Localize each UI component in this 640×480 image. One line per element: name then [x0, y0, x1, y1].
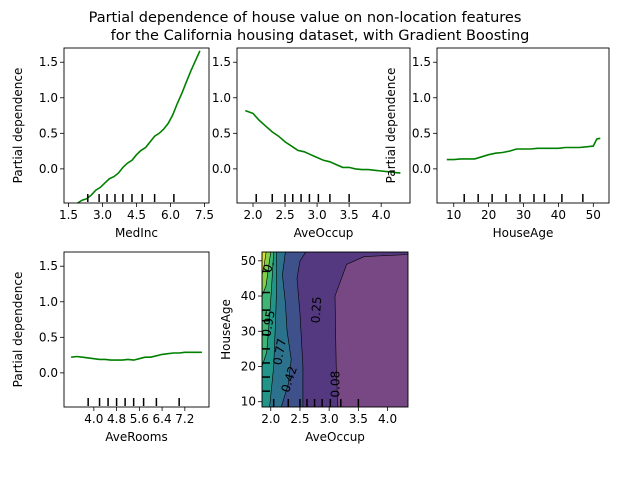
x-tick-label: 6.4	[153, 412, 172, 426]
x-tick-label: 4.5	[127, 208, 146, 222]
y-tick-label: 0.0	[212, 162, 231, 176]
x-axis-label: AveOccup	[294, 226, 354, 240]
y-tick-label: 20	[241, 359, 256, 373]
y-tick-label: 0.0	[39, 162, 58, 176]
axes-frame	[63, 47, 210, 204]
y-tick-label: 0.0	[39, 366, 58, 380]
x-tick-label: 4.8	[107, 412, 126, 426]
x-tick-label: 3.0	[320, 412, 339, 426]
y-tick-label: 1.0	[212, 91, 231, 105]
y-tick-label: 10	[241, 395, 256, 409]
y-tick-label: 1.5	[412, 55, 431, 69]
contour-fill-group	[262, 252, 408, 407]
x-tick-label: 7.5	[195, 208, 214, 222]
x-tick-label: 40	[551, 208, 566, 222]
y-tick-label: 0.5	[412, 126, 431, 140]
medinc-pd-plot: 1.5 3.0 4.5 6.0 7.5 0.0 0.5 1.0 1.5 MedInc Partial…	[11, 47, 214, 240]
x-tick-label: 50	[586, 208, 601, 222]
figure-title-line1: Partial dependence of house value on non…	[89, 10, 522, 26]
axes-frame	[63, 251, 210, 408]
x-tick-label: 3.5	[349, 412, 368, 426]
y-tick-label: 1.5	[39, 259, 58, 273]
y-axis-label: Partial dependence	[11, 68, 25, 184]
y-tick-label: 1.0	[39, 91, 58, 105]
y-tick-label: 0.0	[412, 162, 431, 176]
x-tick-label: 4.0	[372, 208, 391, 222]
axes-frame	[261, 251, 409, 408]
aveoccup-houseage-contour-plot: 0.950.770.420.250.080.2.0 2.5 3.0 3.5 4.0102…	[219, 251, 409, 444]
x-tick-label: 3.0	[308, 208, 327, 222]
y-tick-label: 1.0	[39, 295, 58, 309]
aveoccup-pd-plot: 2.0 2.5 3.0 3.5 4.0 0.0 0.5 1.0 1.5 AveOccup	[212, 47, 411, 240]
x-axis-label: AveRooms	[105, 430, 167, 444]
contour-level-region	[262, 252, 267, 275]
figure-title-line2: for the California housing dataset, with…	[111, 28, 530, 44]
y-tick-label: 0.5	[39, 330, 58, 344]
x-tick-label: 1.5	[59, 208, 78, 222]
x-tick-label: 7.2	[175, 412, 194, 426]
contour-label: 0.95	[259, 309, 277, 338]
x-tick-label: 2.5	[290, 412, 309, 426]
x-tick-label: 6.0	[161, 208, 180, 222]
y-axis-label: HouseAge	[219, 299, 233, 360]
y-axis-label: Partial dependence	[11, 272, 25, 388]
x-tick-label: 4.0	[378, 412, 397, 426]
x-tick-label: 2.0	[261, 412, 280, 426]
x-tick-label: 3.0	[93, 208, 112, 222]
x-tick-label: 5.6	[130, 412, 149, 426]
y-axis-label: Partial dependence	[384, 68, 398, 184]
contour-label: 0.77	[270, 337, 288, 366]
pd-line	[71, 351, 202, 361]
pd-line	[77, 50, 201, 204]
x-axis-label: MedInc	[115, 226, 158, 240]
axes-frame	[436, 47, 610, 204]
pd-line	[245, 109, 401, 174]
x-tick-label: 2.5	[276, 208, 295, 222]
x-tick-label: 4.0	[84, 412, 103, 426]
x-axis-label: HouseAge	[493, 226, 554, 240]
x-axis-label: AveOccup	[305, 430, 365, 444]
houseage-pd-plot: 10 20 30 40 50 0.0 0.5 1.0 1.5 HouseAge Partial de…	[384, 47, 610, 240]
pd-line	[446, 137, 601, 161]
y-tick-label: 40	[241, 289, 256, 303]
axes-frame	[236, 47, 411, 204]
x-tick-label: 20	[481, 208, 496, 222]
contour-label: 0.08	[329, 371, 343, 398]
x-tick-label: 2.0	[243, 208, 262, 222]
y-tick-label: 30	[241, 324, 256, 338]
y-tick-label: 1.0	[412, 91, 431, 105]
averooms-pd-plot: 4.0 4.8 5.6 6.4 7.2 0.0 0.5 1.0 1.5 AveRooms Parti…	[11, 251, 210, 444]
y-tick-label: 0.5	[39, 126, 58, 140]
contour-label-partial: 0.	[260, 259, 277, 275]
x-tick-label: 10	[446, 208, 461, 222]
contour-label: 0.25	[308, 296, 324, 324]
y-tick-label: 50	[241, 254, 256, 268]
y-tick-label: 1.5	[39, 55, 58, 69]
y-tick-label: 0.5	[212, 126, 231, 140]
x-tick-label: 30	[516, 208, 531, 222]
x-tick-label: 3.5	[340, 208, 359, 222]
y-tick-label: 1.5	[212, 55, 231, 69]
